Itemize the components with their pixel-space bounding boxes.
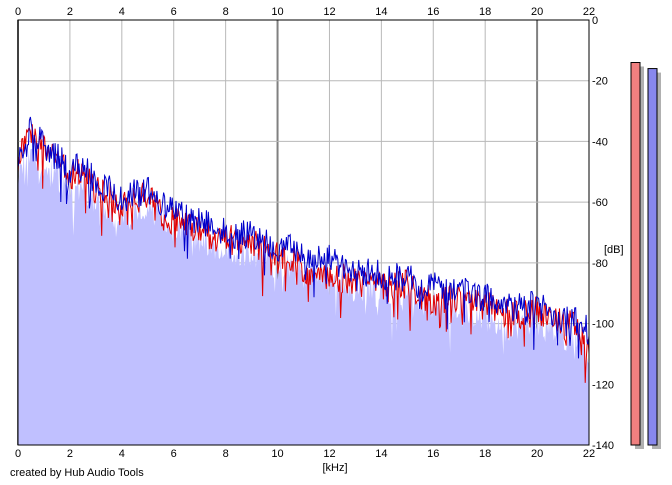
- y-axis-label: [dB]: [604, 244, 624, 256]
- x-tick-label-top: 14: [375, 6, 387, 18]
- plot-border: [17, 19, 590, 446]
- x-tick-labels-top: 0 2 4 6 8 10 12 14 16 18 20 22: [15, 6, 595, 18]
- x-tick-label-bottom: 16: [427, 448, 439, 460]
- meter-right: [647, 68, 658, 446]
- x-tick-label-top: 8: [223, 6, 229, 18]
- x-tick-label-bottom: 18: [479, 448, 491, 460]
- spectrum-area: [18, 141, 589, 445]
- x-tick-label-bottom: 10: [271, 448, 283, 460]
- y-tick-label: -120: [592, 379, 614, 391]
- x-tick-label-bottom: 22: [583, 448, 595, 460]
- spectrum-fill: [18, 141, 589, 445]
- x-tick-label-top: 2: [67, 6, 73, 18]
- plot-frame: [17, 19, 590, 446]
- y-tick-label: -100: [592, 319, 614, 331]
- y-tick-label: -140: [592, 440, 614, 452]
- y-tick-label: -80: [592, 258, 608, 270]
- x-tick-label-top: 20: [531, 6, 543, 18]
- x-tick-label-top: 12: [323, 6, 335, 18]
- meter-left: [630, 62, 641, 446]
- y-tick-labels: 0 -20 -40 -60 -80 -100 -120 -140: [592, 15, 614, 452]
- x-axis-label: [kHz]: [322, 462, 347, 474]
- x-tick-label-bottom: 2: [67, 448, 73, 460]
- x-tick-label-bottom: 6: [171, 448, 177, 460]
- x-tick-label-bottom: 4: [119, 448, 125, 460]
- series-lines: [17, 116, 590, 383]
- y-tick-label: -20: [592, 76, 608, 88]
- x-tick-label-top: 10: [271, 6, 283, 18]
- y-tick-label: -60: [592, 197, 608, 209]
- x-tick-label-top: 4: [119, 6, 125, 18]
- x-tick-label-top: 22: [583, 6, 595, 18]
- y-tick-label: 0: [592, 15, 598, 27]
- y-tick-label: -40: [592, 136, 608, 148]
- series-line-blue: [17, 116, 590, 359]
- x-tick-label-bottom: 14: [375, 448, 387, 460]
- x-tick-label-bottom: 8: [223, 448, 229, 460]
- credit-text: created by Hub Audio Tools: [10, 467, 144, 479]
- x-tick-labels-bottom: 0 2 4 6 8 10 12 14 16 18 20 22: [15, 448, 595, 460]
- x-tick-label-bottom: 0: [15, 448, 21, 460]
- x-tick-label-bottom: 12: [323, 448, 335, 460]
- x-tick-label-top: 6: [171, 6, 177, 18]
- x-tick-label-top: 0: [15, 6, 21, 18]
- level-meters: [630, 62, 661, 450]
- x-tick-label-bottom: 20: [531, 448, 543, 460]
- x-tick-label-top: 16: [427, 6, 439, 18]
- x-tick-label-top: 18: [479, 6, 491, 18]
